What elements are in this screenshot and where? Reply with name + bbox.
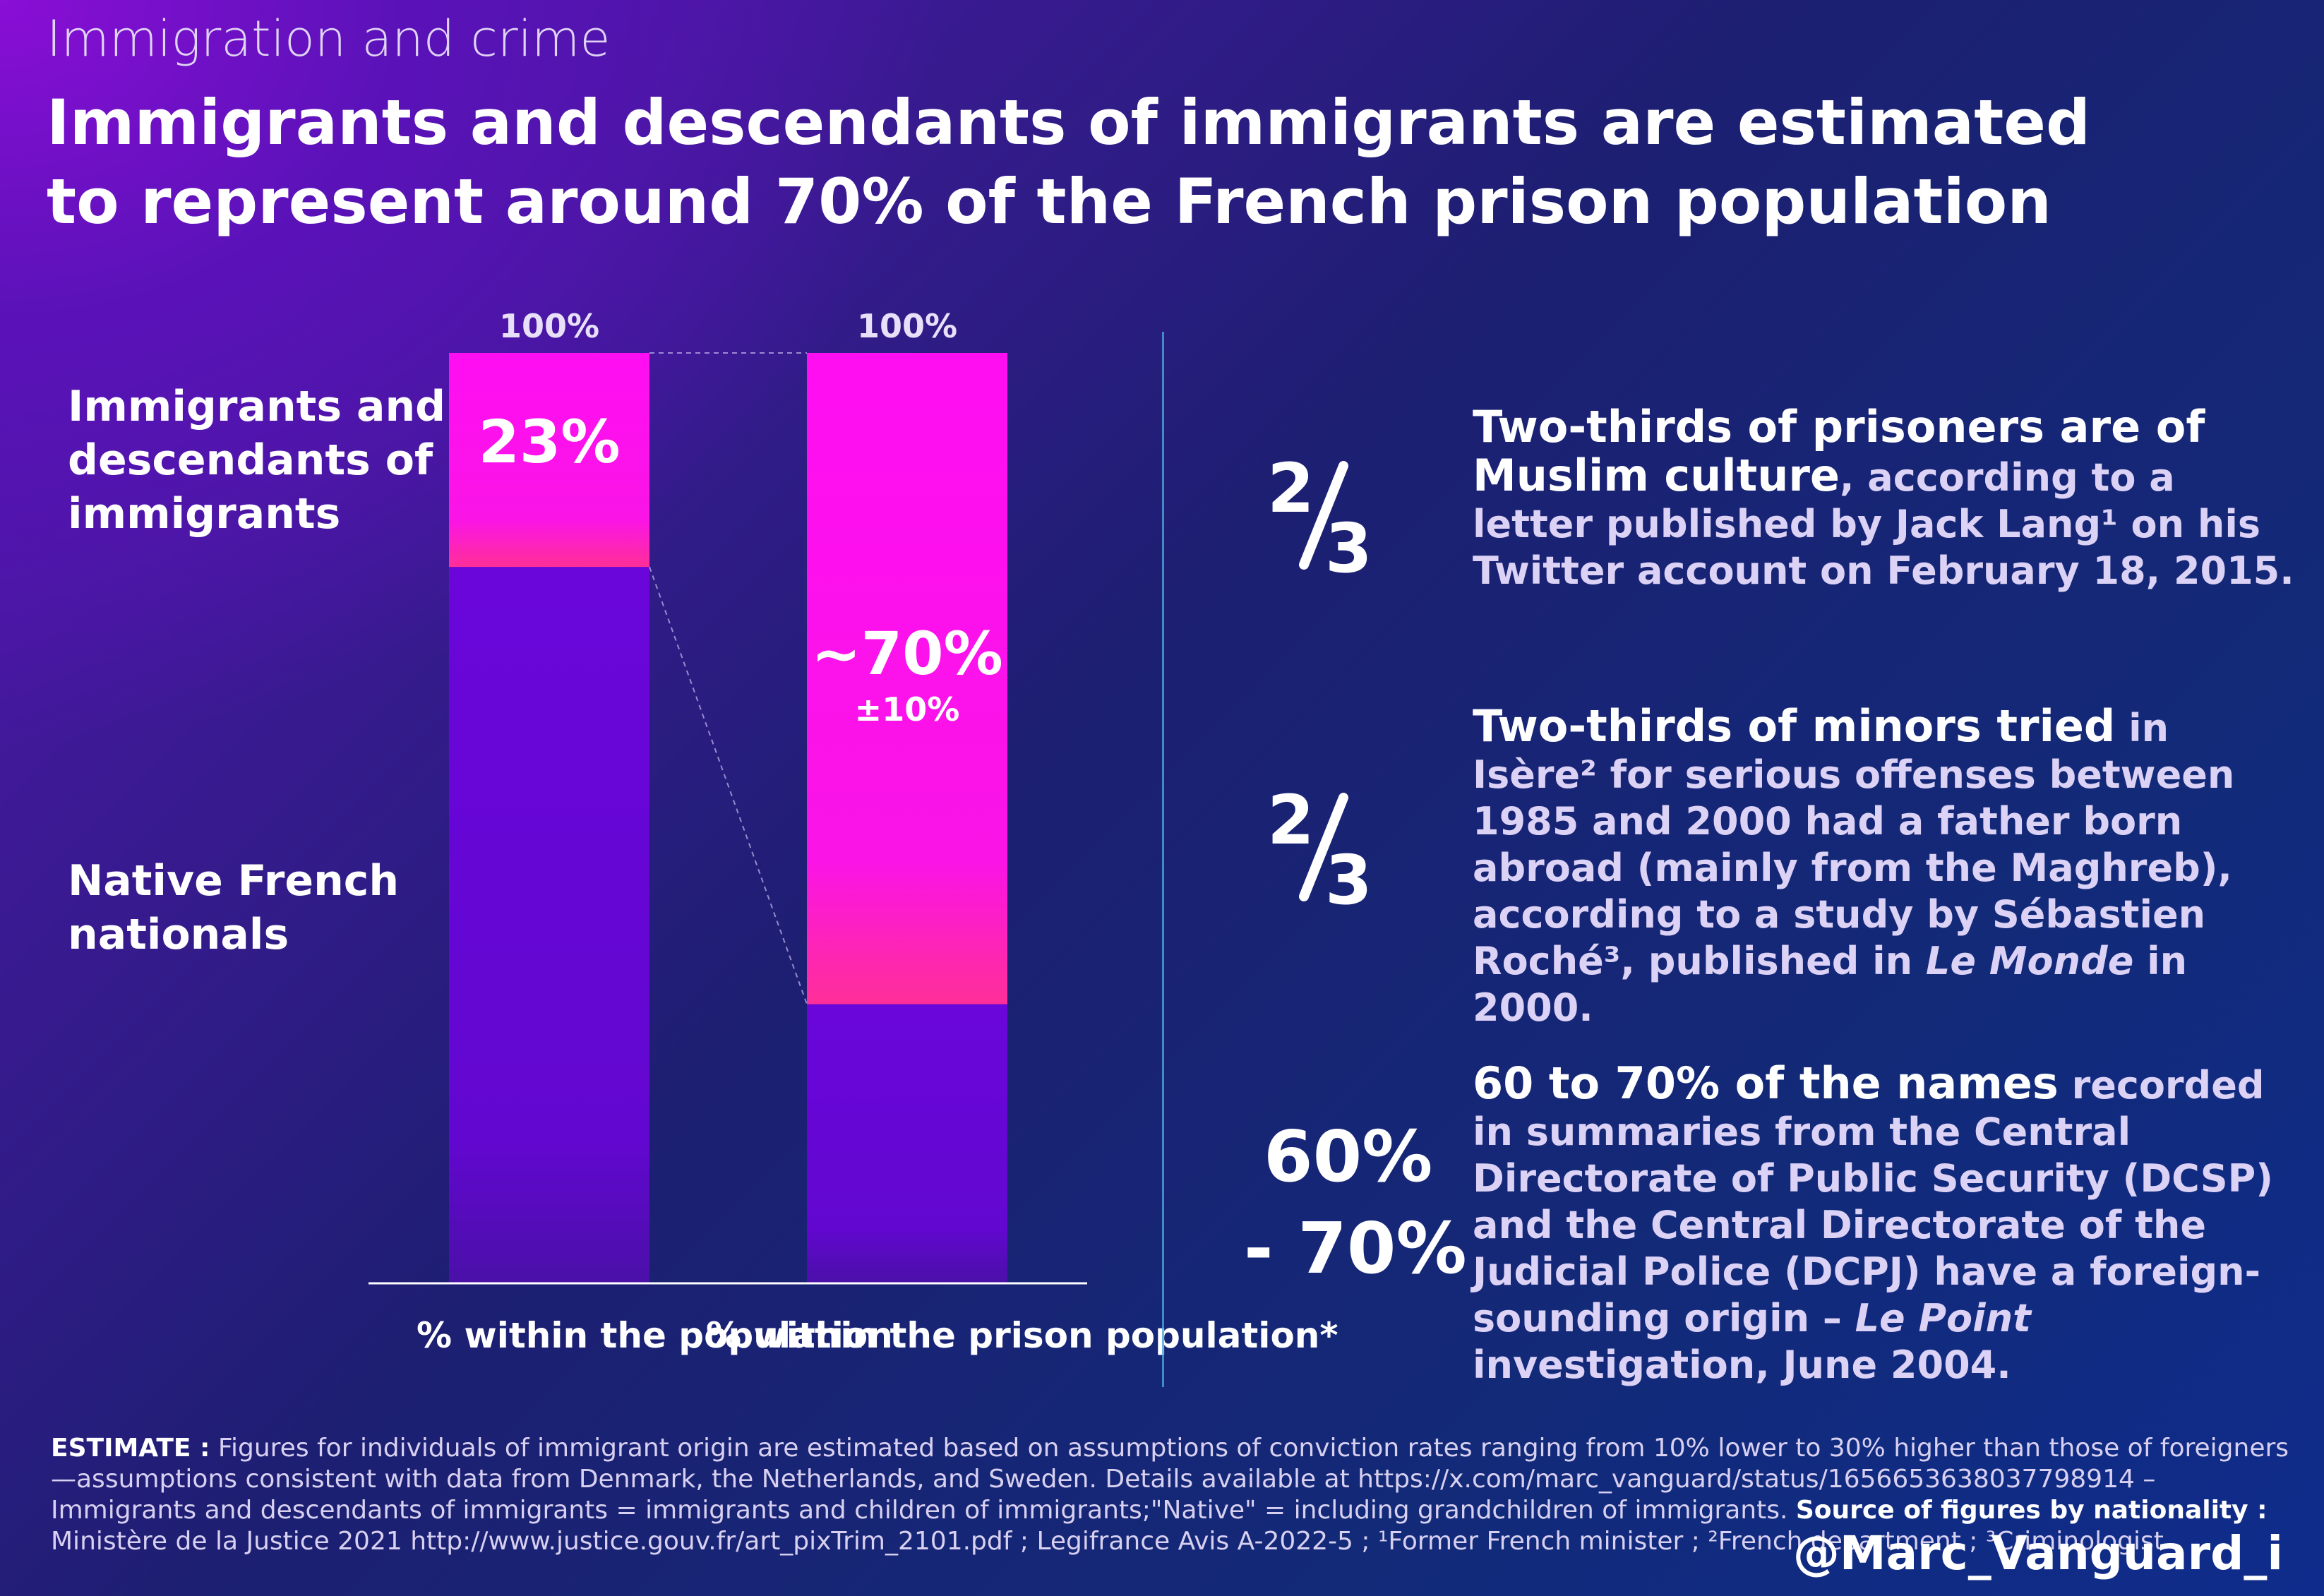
bar-native-1 (807, 1004, 1007, 1283)
x-tick-label-prison: % within the prison population* (706, 1315, 1338, 1356)
legend-native-label: Native French nationals (68, 856, 400, 959)
stat-3-text-end: investigation, June 2004. (1473, 1343, 2011, 1387)
stat-muslim-culture: Two-thirds of prisoners are of Muslim cu… (1473, 404, 2306, 594)
stat-minors-tried: Two-thirds of minors tried in Isère² for… (1473, 703, 2306, 1031)
kicker: Immigration and crime (47, 10, 611, 68)
bar-value-label-0: 23% (478, 407, 620, 476)
stat-names-recorded: 60 to 70% of the names recorded in summa… (1473, 1060, 2306, 1388)
stat-2-text: in Isère² for serious offenses between 1… (1473, 706, 2235, 983)
author-handle: @Marc_Vanguard_i (1792, 1526, 2283, 1580)
top-total-label-0: 100% (499, 307, 599, 345)
footnote-source-text: Ministère de la Justice 2021 http://www.… (51, 1527, 2164, 1556)
stat-2-publication: Le Monde (1925, 939, 2134, 983)
stat-2-text-end: in 2000. (1473, 939, 2188, 1030)
connector-split (649, 566, 808, 1004)
stat-2-highlight: Two-thirds of minors tried (1473, 700, 2116, 752)
footnote: ESTIMATE : Figures for individuals of im… (51, 1433, 2296, 1557)
stacked-bar-chart: 100% 23% 100% ~70%±10% (369, 307, 1087, 1285)
svg-text:3: 3 (1325, 841, 1372, 918)
stat-3-figure-bottom: - 70% (1244, 1207, 1467, 1290)
stat-1-highlight: Two-thirds of prisoners are of Muslim cu… (1473, 401, 2205, 501)
headline: Immigrants and descendants of immigrants… (47, 86, 2090, 238)
divider-line (1162, 332, 1164, 1387)
footnote-estimate-text: Figures for individuals of immigrant ori… (51, 1434, 2289, 1525)
x-tick-label-population: % within the population (417, 1315, 893, 1356)
bar-immigrants-1 (807, 353, 1007, 1004)
stat-3-publication: Le Point (1855, 1296, 2031, 1340)
stat-1-text: , according to a letter published by Jac… (1473, 455, 2294, 593)
svg-text:2: 2 (1267, 449, 1314, 528)
stat-3-highlight: 60 to 70% of the names (1473, 1057, 2059, 1109)
svg-text:2: 2 (1267, 781, 1314, 860)
top-total-label-1: 100% (857, 307, 957, 345)
two-thirds-icon: 2 3 (1267, 781, 1372, 918)
two-thirds-icon: 2 3 (1267, 449, 1372, 586)
legend-immigrants-label: Immigrants and descendants of immigrants (68, 382, 446, 539)
footnote-source-label: Source of figures by nationality : (1795, 1496, 2268, 1525)
footnote-estimate-label: ESTIMATE : (51, 1434, 210, 1463)
bar-immigrants-0 (449, 353, 649, 568)
bar-native-0 (449, 567, 649, 1283)
stat-3-figure-top: 60% (1264, 1115, 1433, 1198)
stat-3-text: recorded in summaries from the Central D… (1473, 1063, 2273, 1340)
bar-value-label-1: ~70% (811, 619, 1002, 688)
svg-text:3: 3 (1325, 509, 1372, 586)
bar-sublabel-1: ±10% (855, 690, 960, 728)
